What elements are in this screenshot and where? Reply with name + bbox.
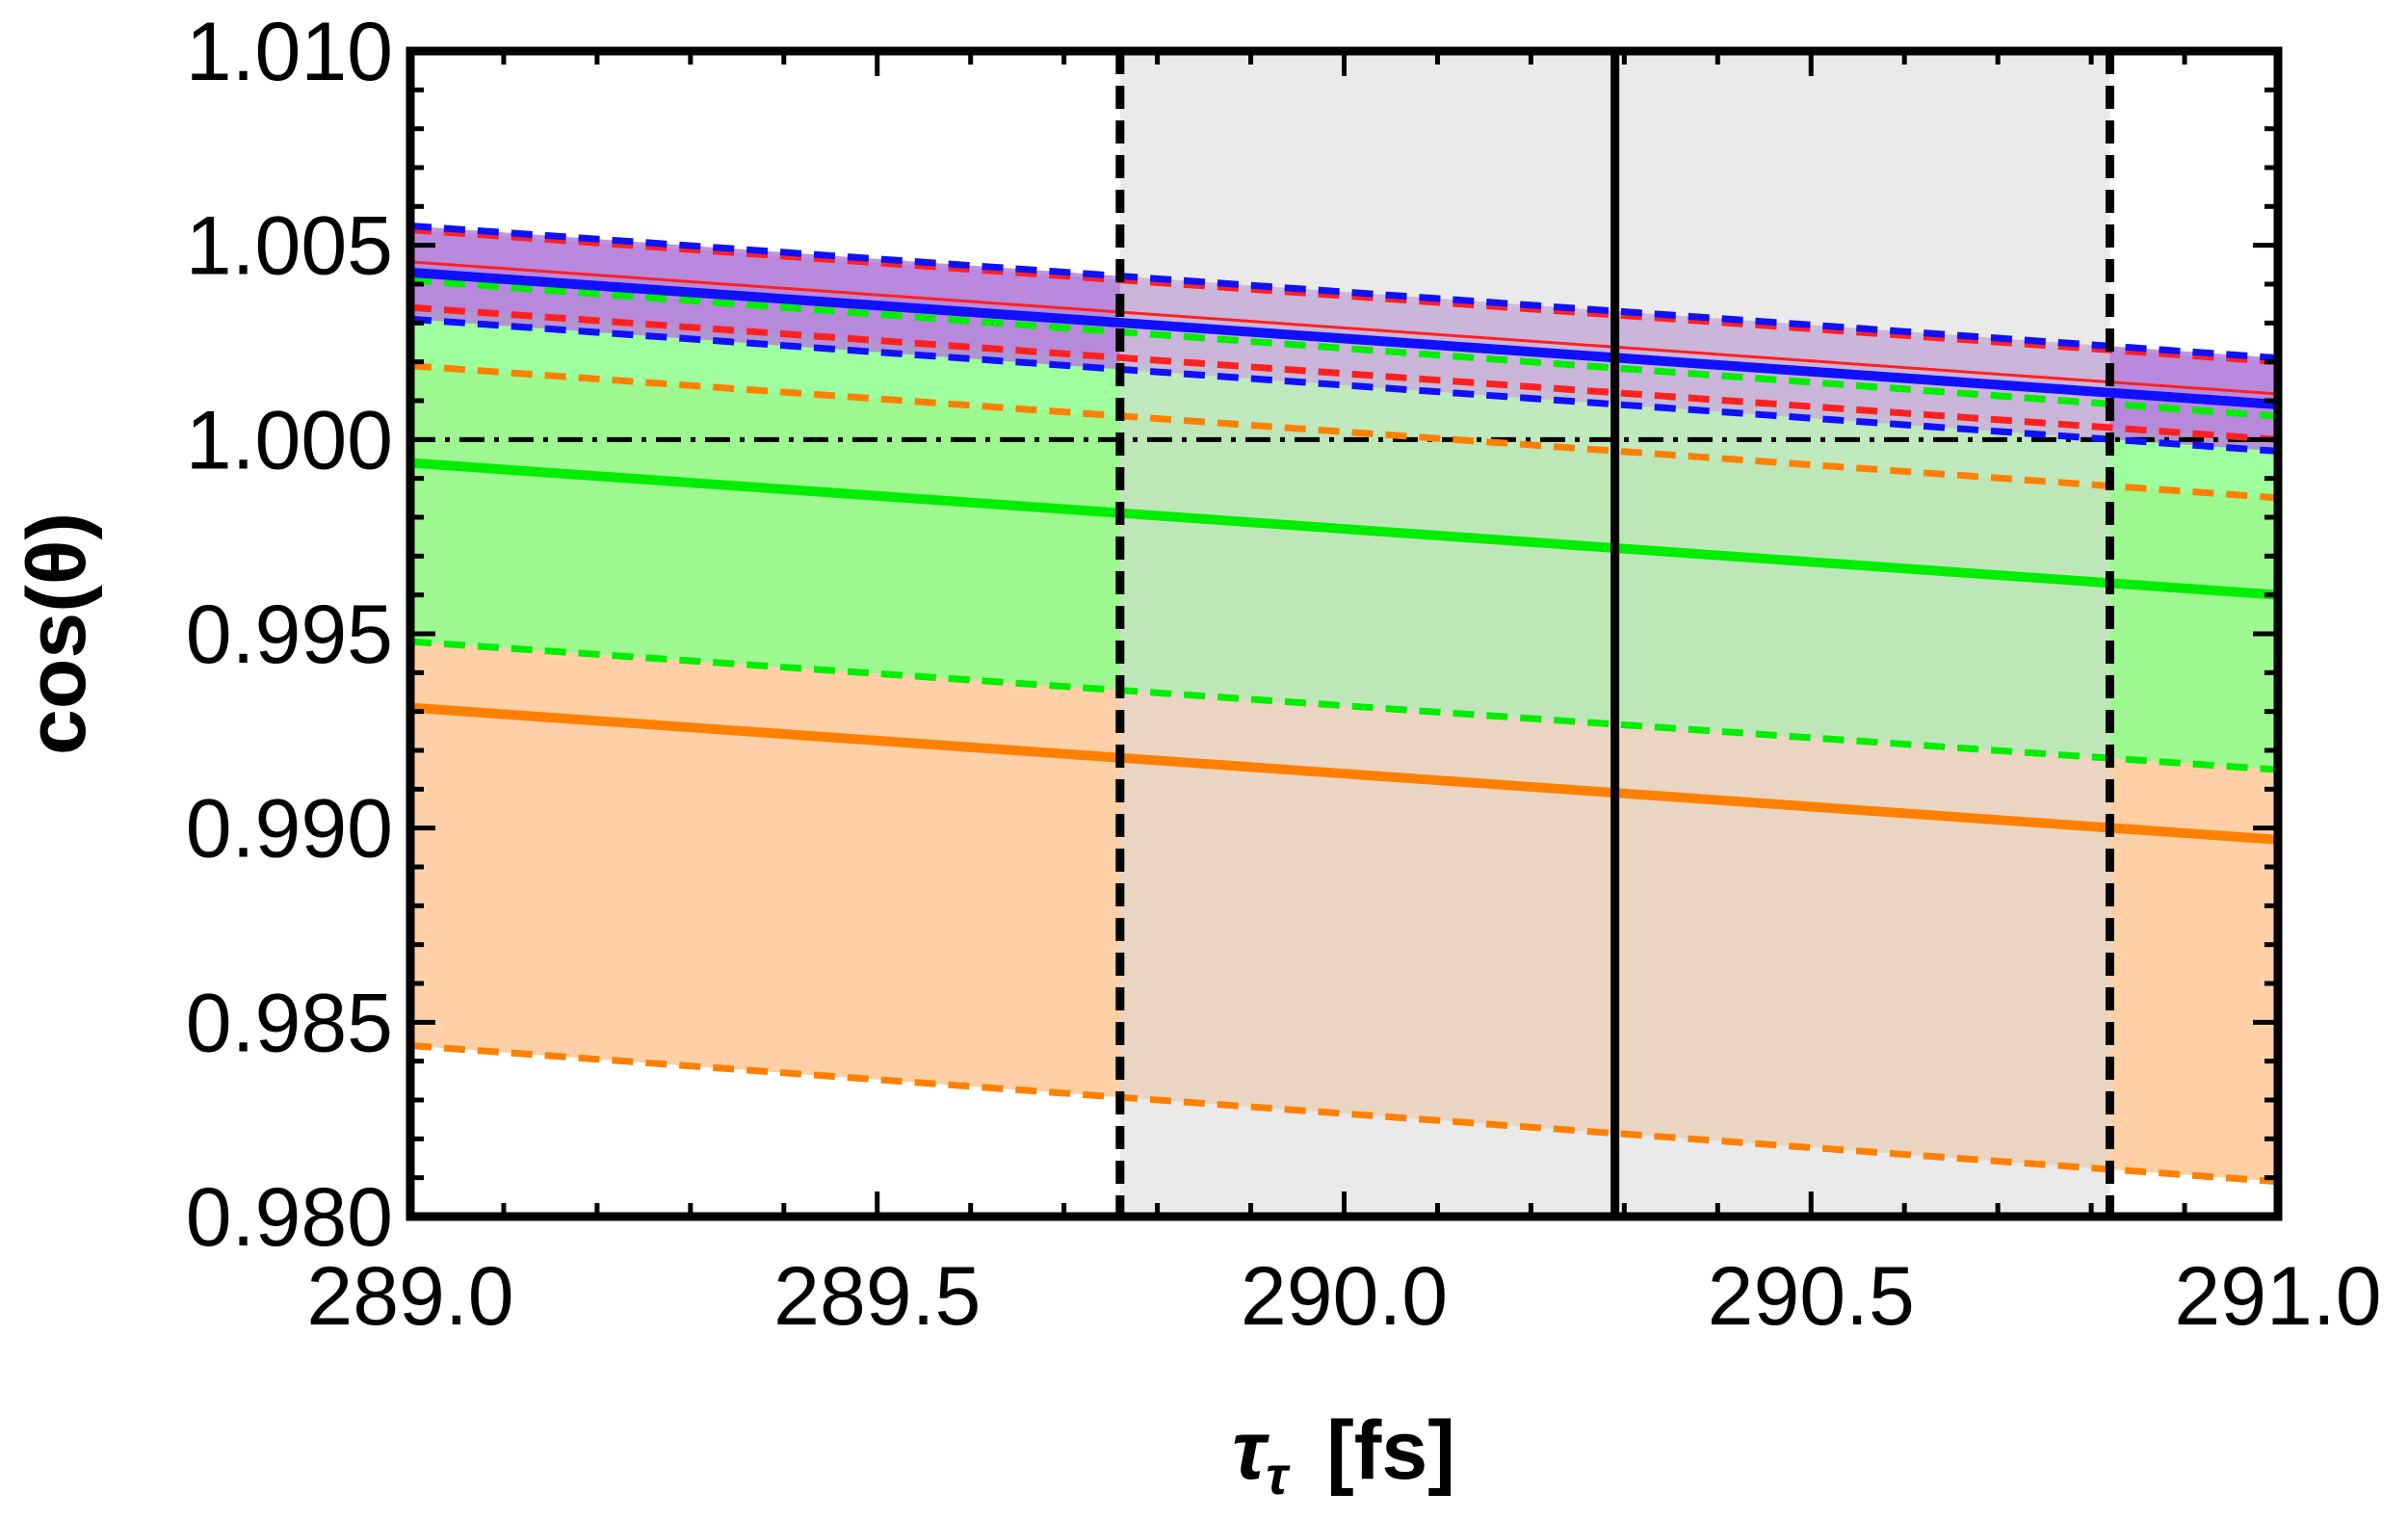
- orange-lower-bound-line: [410, 1042, 2278, 1186]
- red-upper-bound-line: [410, 226, 2278, 366]
- blue-upper-bound-line: [410, 223, 2278, 362]
- x-tick-label: 290.0: [1241, 1250, 1448, 1343]
- y-tick-label: 1.000: [186, 394, 393, 486]
- y-tick-label: 0.980: [186, 1171, 393, 1264]
- axis-ticks: [407, 48, 2281, 1219]
- x-tick-label: 290.5: [1708, 1250, 1915, 1343]
- blue-central-line: [410, 267, 2278, 410]
- orange-central-line: [410, 702, 2278, 845]
- series-lines: [410, 51, 2278, 1217]
- orange-upper-bound-line: [410, 362, 2278, 502]
- green-lower-bound-line: [410, 638, 2278, 773]
- x-tick-label: 291.0: [2174, 1250, 2381, 1343]
- axis-titles: ττ [fs] cos(θ): [11, 512, 1455, 1506]
- x-tick-label: 289.0: [306, 1250, 513, 1343]
- x-axis-unit: [fs]: [1326, 1404, 1455, 1497]
- y-tick-label: 0.985: [186, 977, 393, 1069]
- x-tick-label: 289.5: [773, 1250, 981, 1343]
- x-axis-symbol: τ: [1232, 1404, 1269, 1497]
- red-lower-bound-line: [410, 303, 2278, 443]
- y-axis-title: cos(θ): [11, 512, 103, 755]
- green-central-line: [410, 458, 2278, 600]
- x-axis-title: ττ [fs]: [1232, 1404, 1455, 1506]
- blue-lower-bound-line: [410, 315, 2278, 455]
- y-tick-label: 0.990: [186, 783, 393, 876]
- y-tick-label: 1.010: [186, 6, 393, 98]
- green-upper-bound-line: [410, 276, 2278, 420]
- y-tick-label: 0.995: [186, 589, 393, 681]
- tick-labels: 289.0 289.5 290.0 290.5 291.0 0.980 0.985 0.990…: [186, 6, 2382, 1343]
- y-tick-label: 1.005: [186, 200, 393, 293]
- x-axis-subscript: τ: [1266, 1445, 1291, 1506]
- red-central-line: [410, 260, 2278, 396]
